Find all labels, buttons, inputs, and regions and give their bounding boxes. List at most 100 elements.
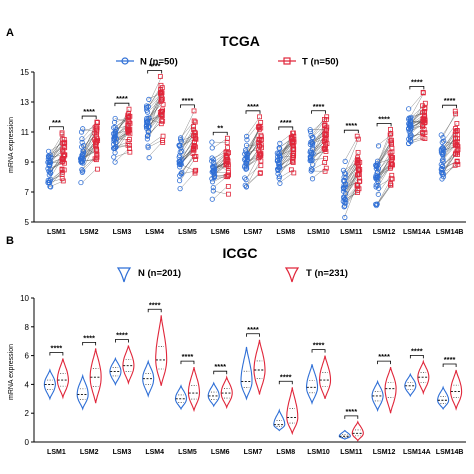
a-category-label: LSM8 <box>276 229 295 236</box>
a-point-normal <box>274 157 281 163</box>
a-point-tumor <box>355 155 361 161</box>
a-point-tumor <box>224 140 230 145</box>
a-pair-line <box>344 178 359 198</box>
a-category-label: LSM3 <box>113 229 132 236</box>
a-point-tumor <box>452 141 458 147</box>
a-point-tumor <box>322 130 328 136</box>
a-point-tumor <box>192 119 198 125</box>
a-category-label: LSM5 <box>178 229 197 236</box>
a-sig-bracket <box>442 104 458 109</box>
b-group-lsm1: **** LSM1 <box>43 343 69 456</box>
b-sig-label: **** <box>214 362 226 371</box>
a-point-tumor <box>322 136 328 142</box>
a-group-lsm1: *** LSM1 <box>45 118 68 236</box>
panel-a-title: TCGA <box>220 33 260 49</box>
a-point-tumor <box>191 108 197 114</box>
a-point-tumor <box>291 151 297 156</box>
a-ytick-label: 15 <box>20 68 29 77</box>
a-point-normal <box>340 167 347 173</box>
a-point-normal <box>145 144 151 151</box>
a-point-tumor <box>420 110 425 116</box>
a-ytick-label: 5 <box>25 218 30 227</box>
a-point-normal <box>341 174 347 180</box>
a-pair-line <box>114 145 129 147</box>
a-point-normal <box>310 162 316 168</box>
a-point-normal <box>308 168 314 174</box>
b-violin-tumor <box>450 369 463 411</box>
b-group-lsm4: **** LSM4 <box>142 300 168 456</box>
a-point-normal <box>112 115 118 122</box>
b-sig-bracket <box>344 415 359 419</box>
a-point-tumor <box>160 138 165 143</box>
b-sig-bracket <box>115 339 129 343</box>
b-violin-normal <box>338 429 351 440</box>
b-group-lsm2: **** LSM2 <box>76 333 102 456</box>
a-pair-line <box>344 174 359 200</box>
a-category-label: LSM1 <box>47 229 66 236</box>
a-group-lsm14b: **** LSM14B <box>436 96 464 236</box>
a-pair-line <box>213 174 228 182</box>
a-point-tumor <box>355 172 361 177</box>
a-point-normal <box>274 150 280 156</box>
a-point-normal <box>307 155 314 161</box>
a-point-normal <box>177 186 183 192</box>
a-point-normal <box>179 148 185 154</box>
a-point-tumor <box>258 125 264 131</box>
a-point-normal <box>80 148 86 154</box>
a-point-tumor <box>454 158 460 164</box>
a-point-tumor <box>223 162 229 168</box>
a-category-label: LSM14A <box>403 229 431 236</box>
a-group-lsm3: **** LSM3 <box>110 94 133 236</box>
a-point-normal <box>143 117 150 123</box>
b-group-lsm7: **** LSM7 <box>240 325 266 456</box>
a-point-tumor <box>94 148 100 154</box>
a-point-normal <box>244 133 250 139</box>
b-sig-bracket <box>409 354 424 359</box>
a-point-normal <box>178 138 184 144</box>
b-category-label: LSM2 <box>80 449 99 456</box>
a-point-normal <box>243 160 249 166</box>
a-point-normal <box>341 204 347 210</box>
a-point-tumor <box>224 159 230 165</box>
a-point-tumor <box>158 93 164 98</box>
b-violin-normal <box>76 373 89 411</box>
a-point-normal <box>342 196 348 202</box>
a-pair-line <box>409 111 424 120</box>
a-point-normal <box>406 128 412 134</box>
a-point-tumor <box>61 144 67 150</box>
b-violin-normal <box>240 346 253 401</box>
a-point-tumor <box>60 136 66 142</box>
a-point-normal <box>408 139 414 145</box>
b-violin-normal <box>437 385 450 411</box>
a-pair-line <box>409 92 424 119</box>
b-sig-bracket <box>180 360 195 365</box>
a-point-normal <box>407 131 413 137</box>
a-category-label: LSM11 <box>340 229 362 236</box>
a-pair-line <box>147 136 162 147</box>
a-point-tumor <box>291 170 297 176</box>
a-point-tumor <box>225 173 231 178</box>
b-ytick-label: 10 <box>20 294 29 303</box>
a-point-tumor <box>160 118 166 124</box>
a-point-normal <box>78 179 84 186</box>
a-sig-label: **** <box>280 118 292 127</box>
a-point-tumor <box>159 97 165 103</box>
a-point-tumor <box>389 141 394 147</box>
b-sig-bracket <box>311 349 326 353</box>
b-violin-tumor <box>89 348 102 404</box>
b-category-label: LSM12 <box>373 449 396 456</box>
a-point-normal <box>342 158 348 164</box>
a-point-tumor <box>323 165 329 171</box>
a-point-normal <box>177 178 183 184</box>
b-group-lsm8: **** LSM8 <box>273 372 299 456</box>
a-sig-label: ** <box>217 123 223 132</box>
a-point-normal <box>375 143 382 149</box>
a-group-lsm12: **** LSM12 <box>373 114 396 236</box>
a-point-tumor <box>258 163 264 169</box>
a-point-tumor <box>257 114 262 120</box>
a-point-normal <box>243 142 250 148</box>
a-pair-line <box>245 172 261 186</box>
a-point-normal <box>48 170 54 176</box>
a-point-tumor <box>256 137 262 143</box>
a-point-normal <box>276 163 282 170</box>
